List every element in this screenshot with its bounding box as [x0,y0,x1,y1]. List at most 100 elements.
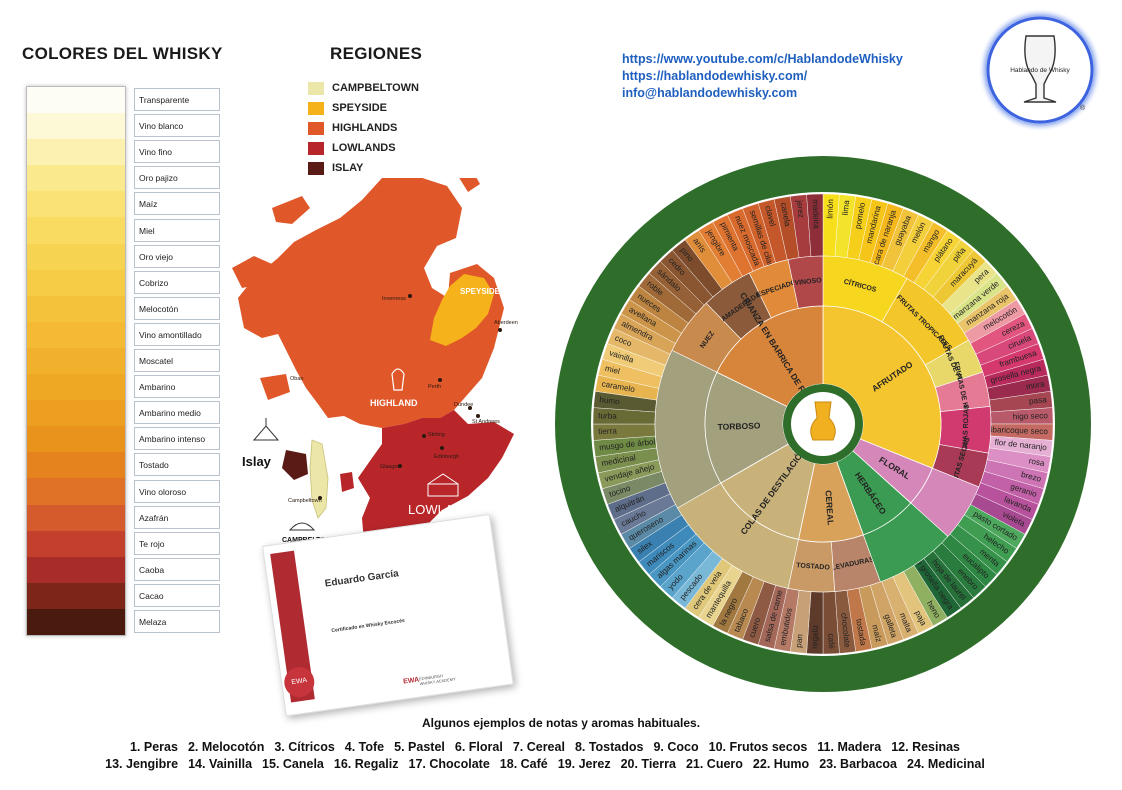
region-swatch [308,162,324,175]
notes-caption: Algunos ejemplos de notas y aromas habit… [421,716,701,730]
color-swatch [27,243,125,271]
hablando-de-whisky-logo: Hablando de Whisky ® [978,8,1102,132]
note-item: 20. Tierra [620,757,676,771]
aroma-label: humo [599,395,621,406]
note-item: 13. Jengibre [105,757,179,771]
aroma-label: higo seco [1013,411,1049,421]
color-label: Ambarino medio [134,401,220,425]
note-item: 5. Pastel [394,740,445,754]
color-label: Vino oloroso [134,479,220,503]
note-item: 7. Cereal [512,740,565,754]
region-swatch [308,82,324,95]
aroma-label: miel [604,364,621,376]
note-item: 16. Regaliz [333,757,399,771]
website-link[interactable]: https://hablandodewhisky.com/ [622,69,808,83]
color-label: Azafrán [134,505,220,529]
color-label: Miel [134,218,220,242]
arran-island [340,472,354,492]
email-link[interactable]: info@hablandodewhisky.com [622,86,798,100]
region-swatch [308,122,324,135]
color-label: Ambarino [134,375,220,399]
mull-island [260,374,290,400]
note-item: 19. Jerez [557,757,611,771]
color-label: Caoba [134,557,220,581]
aroma-label: albaricoque seco [986,425,1049,436]
speyside-region [430,274,494,346]
highland-label: HIGHLAND [370,398,418,408]
lowland-emblem-icon [427,473,459,497]
aroma-label: pan [794,633,804,648]
city-standrews: St Andrews [472,419,500,425]
color-label: Oro pajizo [134,166,220,190]
campbeltown-region [309,439,329,519]
city-glasgow: Glasgow [380,464,401,470]
speyside-label: SPEYSIDE [460,287,501,296]
notes-line-1: 1. Peras 2. Melocotón 3. Cítricos 4. Tofe 5.… [0,740,1122,754]
islay-emblem-icon [252,418,280,441]
note-item: 4. Tofe [344,740,385,754]
color-swatch [27,139,125,166]
city-perth: Perth [428,384,441,390]
skye-island [232,256,272,288]
color-label: Oro viejo [134,244,220,268]
note-item: 8. Tostados [574,740,644,754]
certificate-academy: EDINBURGH WHISKY ACADEMY [418,673,457,687]
colors-title: COLORES DEL WHISKY [22,44,223,63]
note-item: 24. Medicinal [907,757,985,771]
color-label: Vino blanco [134,114,220,138]
note-item: 2. Melocotón [187,740,265,754]
highlands-region [238,178,504,428]
outer-isle [272,196,310,224]
note-item: 15. Canela [262,757,324,771]
city-oban: Oban [290,376,303,382]
subcategory-label: VINOSO [794,277,822,287]
color-swatch [27,191,125,218]
aroma-label: madeira [811,199,821,229]
region-label: HIGHLANDS [332,122,398,134]
note-item: 9. Coco [653,740,699,754]
orkney [459,178,480,192]
aroma-label: turba [598,411,617,421]
certificate-name: Eduardo García [324,568,400,590]
color-swatch [27,269,125,297]
color-label: Vino amontillado [134,322,220,346]
category-label: TORBOSO [717,420,761,432]
note-item: 22. Humo [752,757,810,771]
aroma-label: tierra [598,427,617,437]
color-label: Tostado [134,453,220,477]
subcategory-label: BAYAS ROJAS [962,404,971,454]
color-swatch [27,321,125,349]
subcategory-label: TOSTADO [796,562,831,571]
certificate-brand: EWA [402,676,420,686]
region-swatch [308,102,324,115]
notes-line-2: 13. Jengibre 14. Vainilla 15. Canela 16. Re… [0,757,1122,771]
scotland-map: Inverness Aberdeen Dundee Perth Stirling… [232,178,518,548]
region-swatch [308,142,324,155]
note-item: 1. Peras [129,740,178,754]
aroma-label: lima [841,199,852,215]
islay-region [282,450,308,480]
highland-emblem-icon [391,368,405,391]
color-swatch [27,295,125,323]
color-label: Cacao [134,583,220,607]
lowland-label: LOWLAND [408,502,472,517]
color-swatch [27,478,125,506]
region-label: ISLAY [332,162,364,174]
color-swatch [27,504,125,532]
color-label: Vino fino [134,140,220,164]
aroma-wheel: Rueda de los Aromas del Whisky ©WWW.AROM… [555,156,1091,692]
aroma-label: chocolate [839,612,852,648]
color-swatch [27,452,125,479]
note-item: 18. Café [499,757,548,771]
color-swatch [27,530,125,558]
city-dots [318,294,502,500]
logo-text: Hablando de Whisky [1010,67,1070,74]
region-label: CAMPBELTOWN [332,82,419,94]
color-swatch [27,426,125,453]
note-item: 17. Chocolate [408,757,490,771]
youtube-link[interactable]: https://www.youtube.com/c/HablandodeWhis… [622,52,903,66]
region-label: LOWLANDS [332,142,396,154]
city-aberdeen: Aberdeen [494,320,518,326]
color-swatch [27,87,125,114]
color-swatch [27,582,125,610]
